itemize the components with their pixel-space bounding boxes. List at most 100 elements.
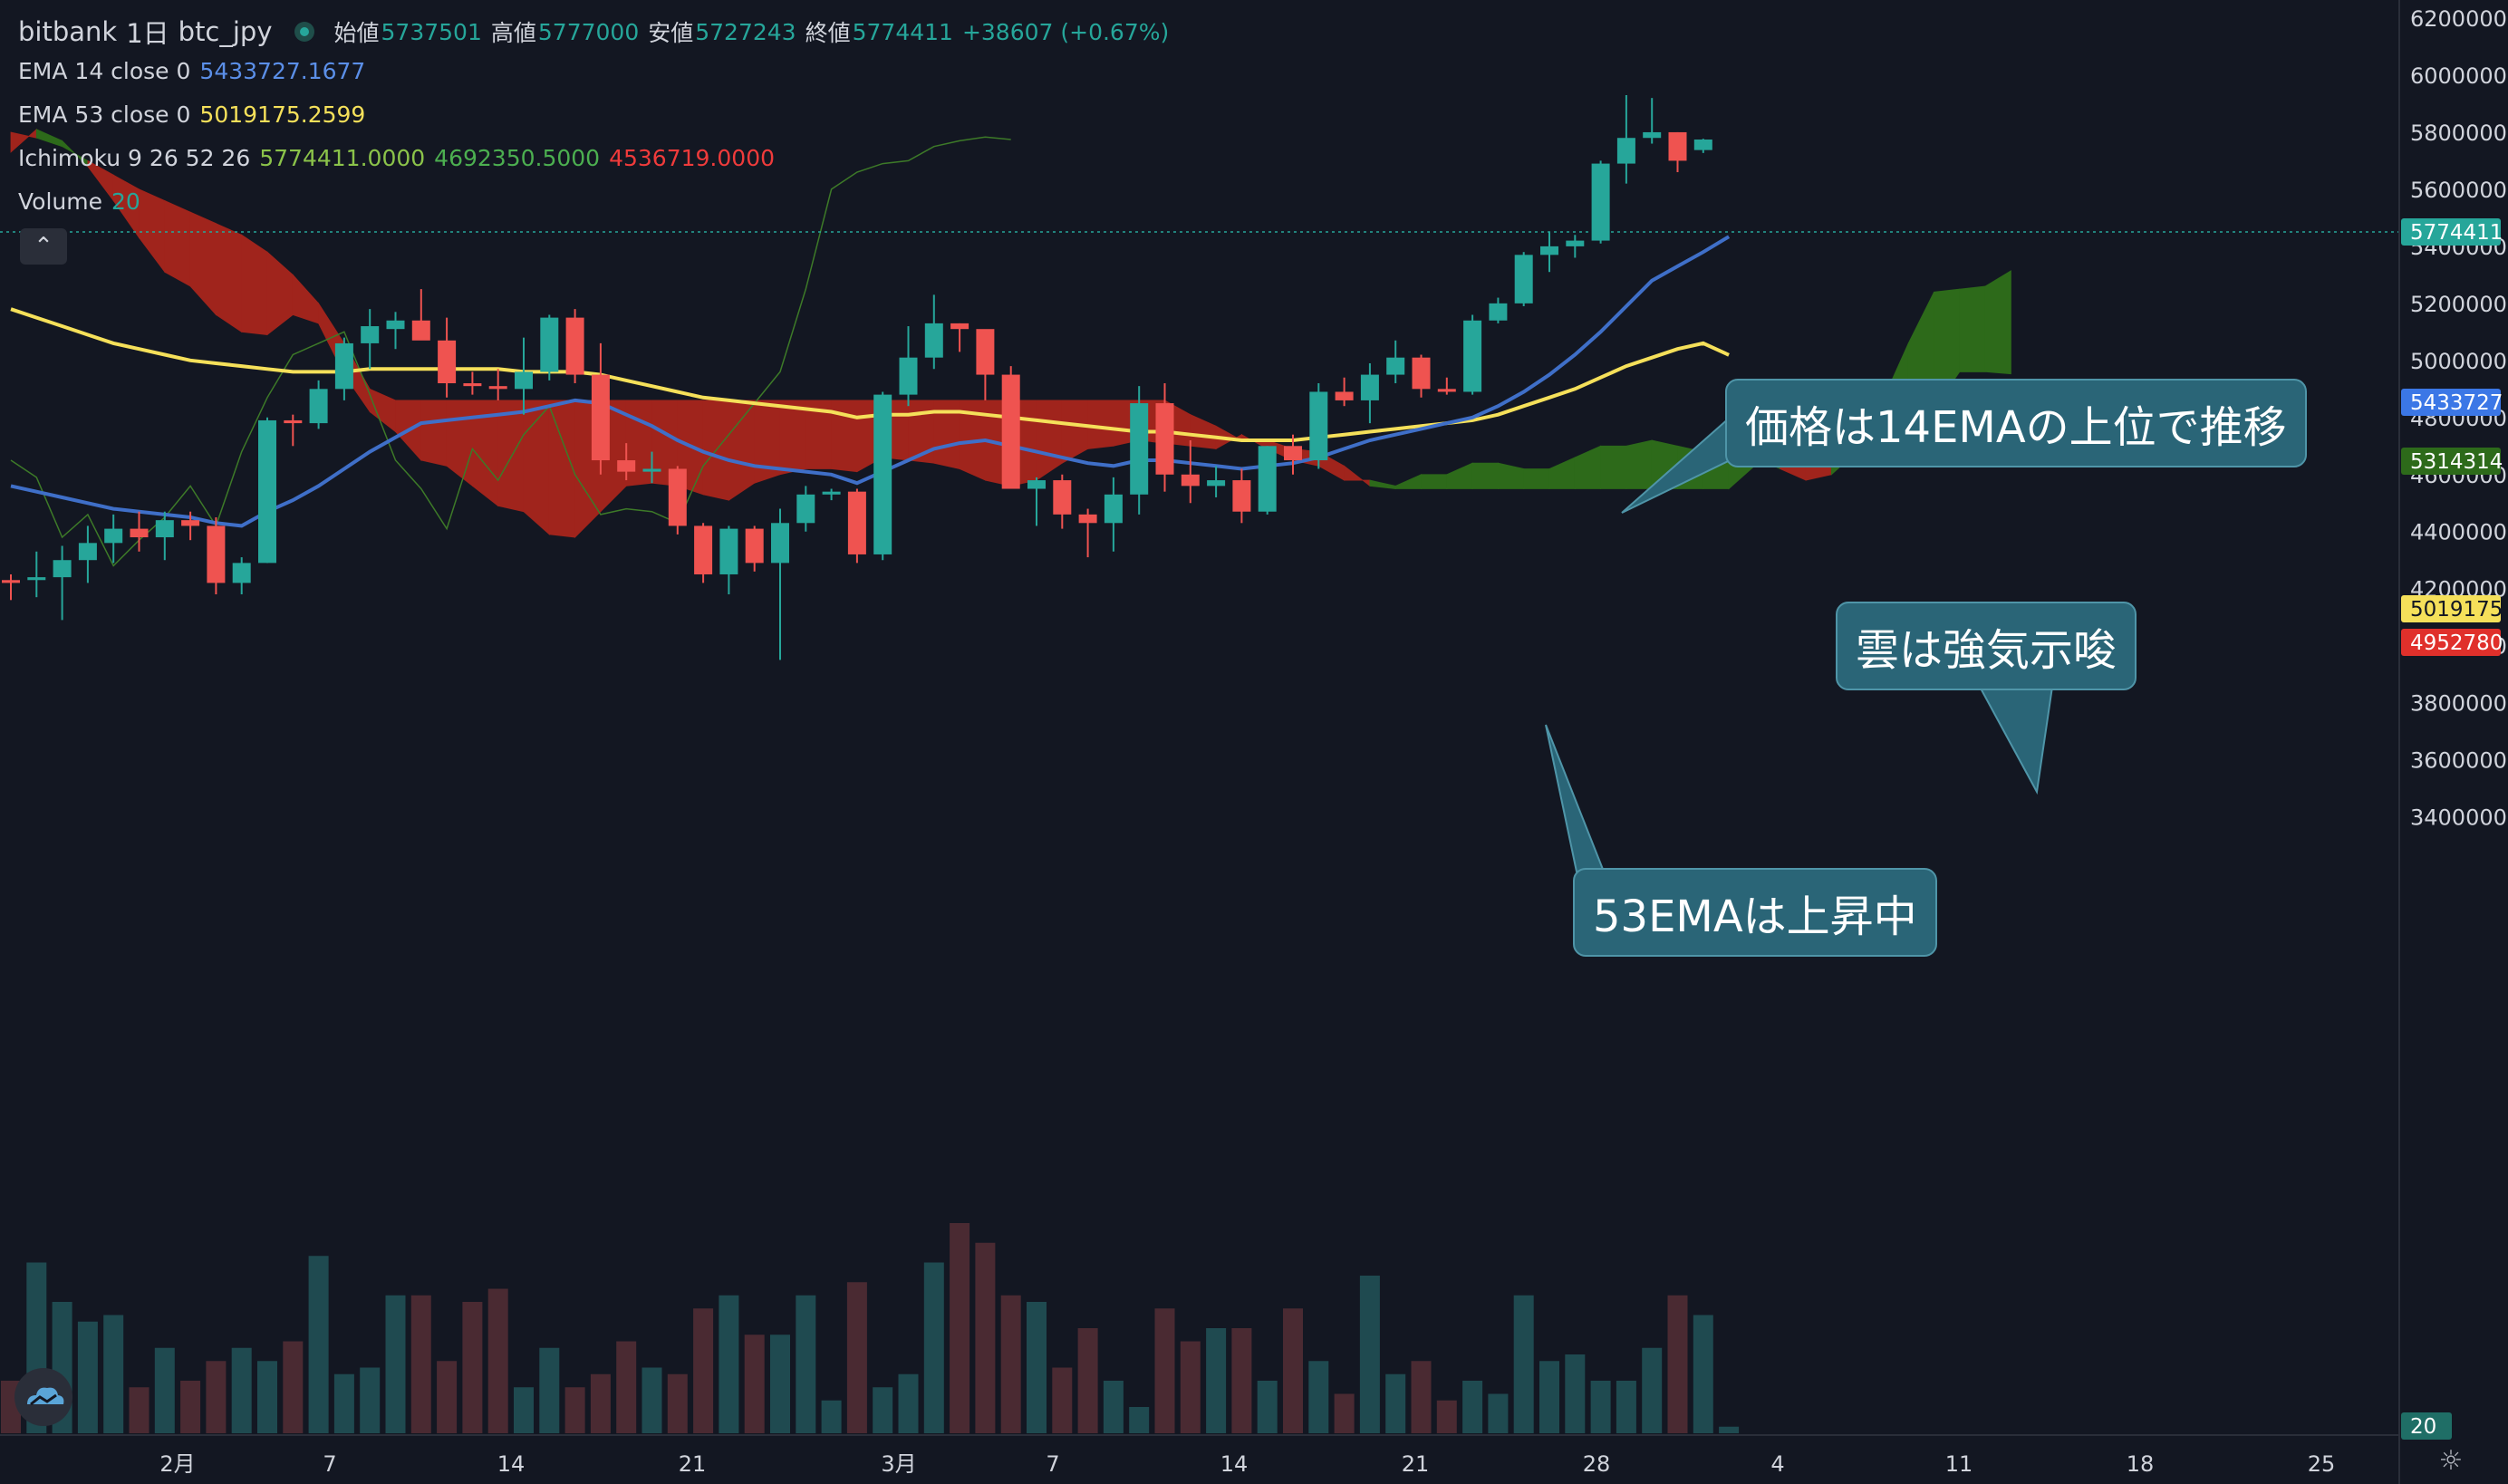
symbol-name[interactable]: btc_jpy [178,16,273,47]
candle-body [976,329,995,375]
lead-a-price-badge: 5314314 [2410,450,2503,474]
ema14-value: 5433727.1677 [199,58,366,84]
header-legend: bitbank 1日 btc_jpy 始値 5737501 高値 5777000… [18,13,1178,51]
high-label: 高値 [490,20,536,46]
cloud-segment [1498,462,1525,489]
time-tick-label: 28 [1583,1451,1611,1477]
time-tick-label: 7 [323,1451,336,1477]
volume-bar [1693,1315,1713,1433]
callout-ema14-text: 価格は14EMAの上位で推移 [1745,402,2287,453]
candle-body [847,491,866,554]
candle-body [53,560,72,578]
candle-body [1591,163,1610,241]
candlesticks [2,95,1712,660]
cloud-segment [625,400,652,487]
cloud-segment [1625,439,1653,489]
candle-body [1078,514,1097,524]
candle-body [1309,391,1328,461]
volume-bar [514,1387,534,1433]
volume-bar [129,1387,150,1433]
volume-bars [1,1223,1740,1433]
volume-badge-bg [2401,1412,2452,1440]
exchange-name[interactable]: bitbank [18,16,118,47]
volume-bar [975,1242,996,1433]
candle-body [822,491,841,495]
volume-bar [1667,1295,1688,1433]
volume-bar [1436,1400,1457,1433]
callout-cloud-text: 雲は強気示唆 [1856,625,2117,676]
volume-bar [796,1295,816,1433]
lead-a-price-badge-bg [2401,448,2501,475]
candle-body [130,528,149,538]
settings-gear-icon[interactable]: ☼ [2438,1445,2464,1477]
candle-body [1514,255,1533,304]
price-tick-label: 5600000 [2410,178,2507,203]
volume-bar [385,1295,406,1433]
price-tick-label: 3400000 [2410,805,2507,831]
ema14-price-badge: 5433727 [2410,391,2503,415]
cloud-segment [548,400,575,538]
candle-body [1181,474,1200,487]
callout-cloud: 雲は強気示唆 [1836,602,2137,690]
candle-body [232,563,251,583]
time-tick-label: 3月 [881,1451,916,1477]
candle-body [1386,357,1405,375]
volume-legend[interactable]: Volume 20 [18,188,150,215]
volume-bar [564,1387,585,1433]
candle-body [1284,446,1302,461]
cloud-segment [779,400,806,476]
price-axis[interactable]: 6200000600000058000005600000540000052000… [2410,6,2507,831]
volume-bar [1206,1328,1227,1433]
ema53-legend[interactable]: EMA 53 close 0 5019175.2599 [18,101,374,128]
volume-bar [950,1223,970,1433]
volume-bar [1027,1302,1047,1433]
volume-bar [333,1373,354,1433]
volume-length: 20 [111,188,140,215]
volume-bar [1539,1361,1559,1433]
cloud-segment [1061,400,1088,464]
volume-bar [667,1373,688,1433]
candle-body [1335,391,1354,400]
lagging-span-line [10,136,1011,567]
volume-bar [231,1347,252,1433]
cloud-segment [1344,465,1371,487]
time-tick-label: 14 [1220,1451,1249,1477]
volume-bar [308,1256,329,1433]
price-tick-label: 5200000 [2410,292,2507,317]
candle-body [694,525,713,574]
candle-body [1693,139,1712,150]
ema14-line [10,235,1731,528]
collapse-legend-button[interactable]: ⌃ [20,228,67,265]
candle-body [719,528,738,574]
volume-bar [1103,1381,1124,1433]
tradingview-logo-button[interactable] [14,1368,72,1426]
candle-body [1463,320,1482,392]
time-axis[interactable]: 2月 7 14 21 3月 7 14 21 28 4 11 18 25 [159,1451,2335,1477]
price-tick-label: 5800000 [2410,120,2507,146]
interval-label[interactable]: 1日 [126,18,169,49]
cloud-segment [215,223,243,333]
ema14-legend[interactable]: EMA 14 close 0 5433727.1677 [18,58,374,84]
volume-bar [1513,1295,1534,1433]
volume-bar [1052,1367,1073,1433]
candle-body [771,523,789,564]
cloud-segment [266,251,294,336]
candle-body [1668,131,1687,161]
ichimoku-legend[interactable]: Ichimoku 9 26 52 26 5774411.0000 4692350… [18,145,784,171]
candle-body [796,494,815,524]
volume-bar [873,1387,893,1433]
price-tick-label: 4400000 [2410,520,2507,545]
volume-bar [462,1302,483,1433]
candle-body [1489,303,1508,321]
price-tick-label: 5000000 [2410,349,2507,374]
cloud-segment [35,129,63,148]
time-tick-label: 11 [1945,1451,1973,1477]
volume-bar [1180,1341,1201,1433]
volume-bar [1359,1276,1380,1433]
candle-body [617,460,636,472]
ema53-price-badge: 5019175 [2410,598,2503,622]
chevron-up-icon: ⌃ [34,233,53,260]
volume-bar [1283,1308,1303,1433]
volume-bar [693,1308,714,1433]
